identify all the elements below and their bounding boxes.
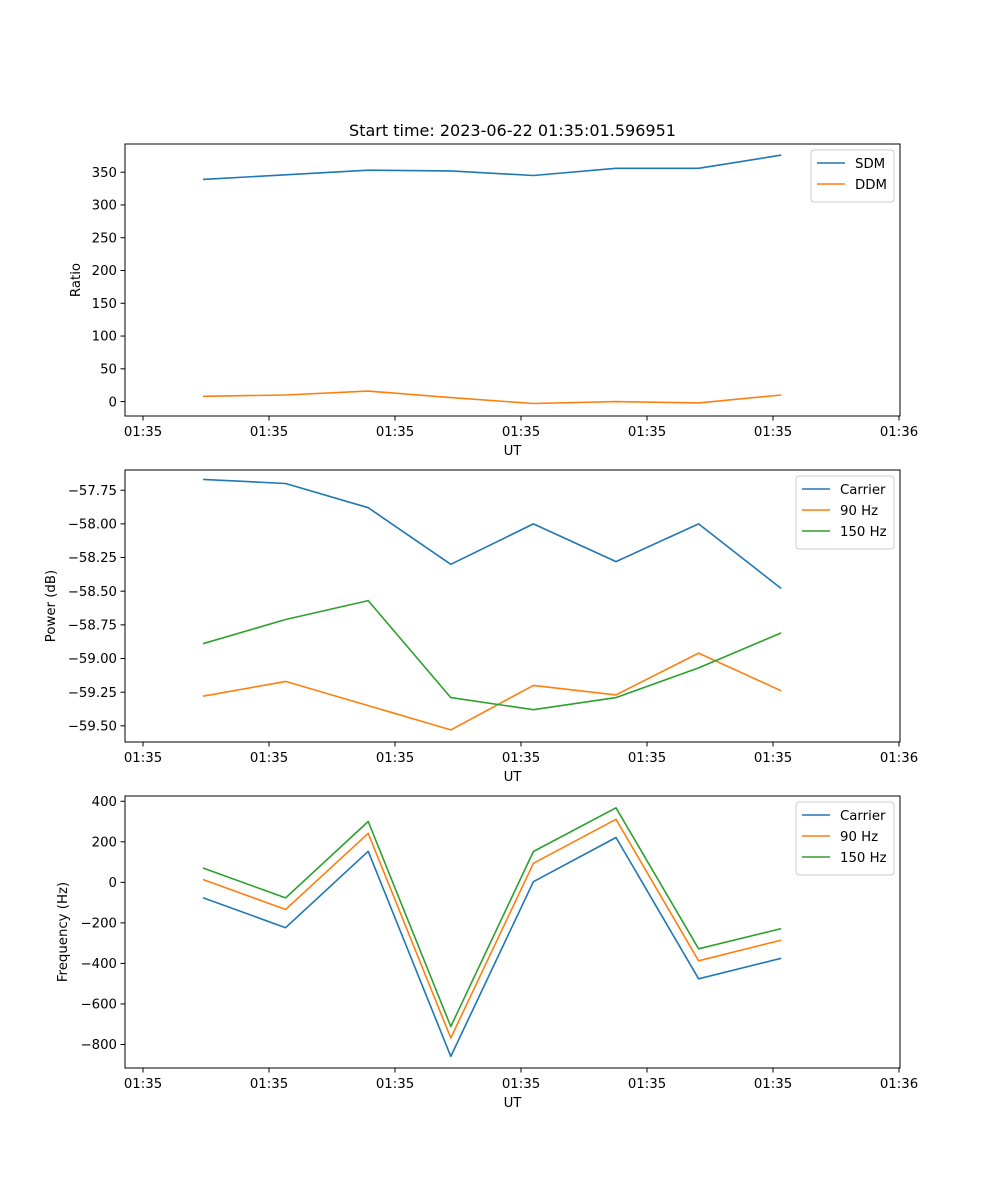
y-tick-label: −58.00	[68, 518, 117, 533]
x-tick-label: 01:35	[502, 1077, 540, 1092]
axes-frame	[124, 795, 901, 1069]
x-axis-label: UT	[504, 1096, 523, 1111]
y-tick-label: 200	[92, 836, 117, 851]
panel-3: 01:35 01:35 01:35 01:35 01:35 01:35 01:36 UT 400…	[56, 795, 918, 1111]
x-tick-label: 01:35	[124, 425, 162, 440]
legend-entry: Carrier	[840, 809, 886, 824]
series-line-carrier	[202, 478, 782, 590]
x-axis-label: UT	[504, 444, 523, 459]
legend-entry: SDM	[855, 157, 885, 172]
y-tick-label: −58.75	[68, 619, 117, 634]
y-tick-label: 100	[92, 330, 117, 345]
x-tick-label: 01:35	[250, 425, 288, 440]
x-tick-label: 01:35	[628, 1077, 666, 1092]
y-tick-label: −59.00	[68, 652, 117, 667]
axes-frame	[124, 143, 901, 417]
y-tick-label: 0	[109, 876, 117, 891]
y-tick-label: 350	[92, 166, 117, 181]
x-tick-label: 01:36	[880, 1077, 918, 1092]
y-tick-label: −200	[80, 917, 117, 932]
x-tick-label: 01:35	[124, 751, 162, 766]
series-line-150-hz	[202, 599, 782, 711]
y-tick-label: 150	[92, 297, 117, 312]
x-tick-label: 01:35	[628, 751, 666, 766]
series-line-sdm	[202, 154, 782, 181]
legend: SDM DDM	[810, 149, 895, 203]
y-tick-label: −57.75	[68, 484, 117, 499]
y-axis-label: Frequency (Hz)	[56, 882, 71, 982]
figure-title: Start time: 2023-06-22 01:35:01.596951	[349, 121, 676, 140]
series-line-carrier	[202, 836, 782, 1058]
legend-entry: Carrier	[840, 483, 886, 498]
x-tick-label: 01:35	[502, 751, 540, 766]
y-tick-label: −58.25	[68, 551, 117, 566]
series-line-ddm	[202, 390, 782, 405]
legend-entry: 150 Hz	[840, 851, 887, 866]
x-tick-label: 01:35	[376, 425, 414, 440]
y-tick-label: 300	[92, 199, 117, 214]
y-tick-label: −400	[80, 957, 117, 972]
y-tick-label: −59.50	[68, 720, 117, 735]
panel-1: 01:35 01:35 01:35 01:35 01:35 01:35 01:36 UT 0 50…	[69, 143, 918, 459]
y-tick-label: −800	[80, 1038, 117, 1053]
y-tick-label: 0	[109, 395, 117, 410]
legend-entry: 90 Hz	[840, 504, 878, 519]
series-line-90-hz	[202, 652, 782, 731]
x-tick-label: 01:35	[124, 1077, 162, 1092]
legend-entry: DDM	[855, 178, 887, 193]
y-tick-label: −58.50	[68, 585, 117, 600]
x-tick-label: 01:35	[754, 1077, 792, 1092]
y-tick-label: −59.25	[68, 686, 117, 701]
x-tick-label: 01:35	[628, 425, 666, 440]
x-tick-label: 01:35	[754, 751, 792, 766]
x-tick-label: 01:35	[754, 425, 792, 440]
x-tick-label: 01:35	[250, 1077, 288, 1092]
legend-entry: 150 Hz	[840, 525, 887, 540]
series-line-90-hz	[202, 818, 782, 1039]
legend: Carrier 90 Hz 150 Hz	[795, 475, 895, 550]
y-tick-label: 50	[100, 363, 117, 378]
y-tick-label: 250	[92, 231, 117, 246]
legend: Carrier 90 Hz 150 Hz	[795, 801, 895, 876]
x-tick-label: 01:36	[880, 425, 918, 440]
x-tick-label: 01:36	[880, 751, 918, 766]
axes-frame	[124, 469, 901, 743]
y-axis-label: Power (dB)	[44, 570, 59, 642]
x-tick-label: 01:35	[250, 751, 288, 766]
panel-2: 01:35 01:35 01:35 01:35 01:35 01:35 01:36 UT −57…	[44, 469, 918, 785]
legend-entry: 90 Hz	[840, 830, 878, 845]
x-tick-label: 01:35	[376, 1077, 414, 1092]
series-line-150-hz	[202, 806, 782, 1028]
y-tick-label: 200	[92, 264, 117, 279]
panels: 01:35 01:35 01:35 01:35 01:35 01:35 01:36 UT 0 50…	[44, 143, 918, 1111]
x-tick-label: 01:35	[376, 751, 414, 766]
y-tick-label: −600	[80, 998, 117, 1013]
y-axis-label: Ratio	[69, 263, 84, 297]
x-axis-label: UT	[504, 770, 523, 785]
x-tick-label: 01:35	[502, 425, 540, 440]
y-tick-label: 400	[92, 795, 117, 810]
